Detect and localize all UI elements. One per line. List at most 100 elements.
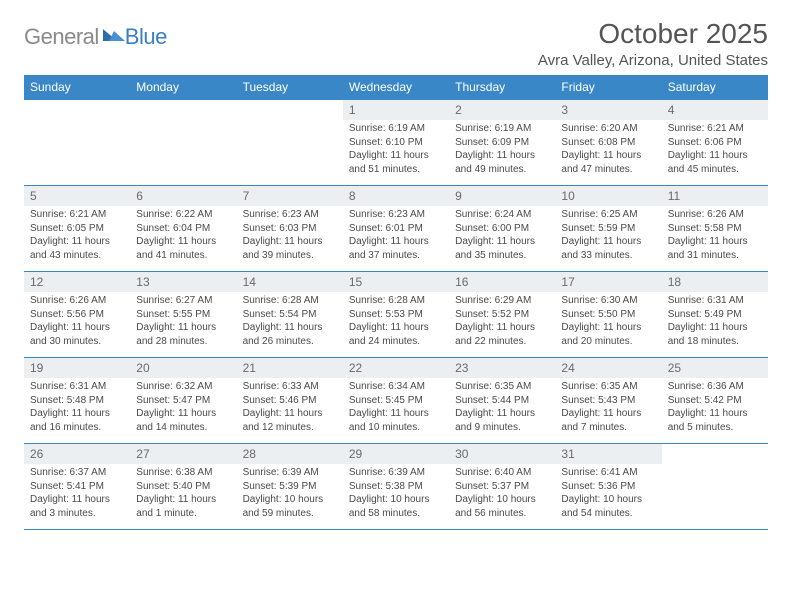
day-sr: Sunrise: 6:21 AM <box>30 208 124 222</box>
day-ss: Sunset: 6:04 PM <box>136 222 230 236</box>
day-number: 14 <box>237 272 343 292</box>
day-d2: and 33 minutes. <box>561 249 655 263</box>
calendar-cell: 5Sunrise: 6:21 AMSunset: 6:05 PMDaylight… <box>24 186 130 272</box>
day-d2: and 14 minutes. <box>136 421 230 435</box>
calendar-cell: 19Sunrise: 6:31 AMSunset: 5:48 PMDayligh… <box>24 358 130 444</box>
day-ss: Sunset: 5:48 PM <box>30 394 124 408</box>
day-header: Friday <box>555 75 661 100</box>
day-ss: Sunset: 5:44 PM <box>455 394 549 408</box>
day-data: Sunrise: 6:31 AMSunset: 5:48 PMDaylight:… <box>24 378 130 438</box>
calendar-cell: 15Sunrise: 6:28 AMSunset: 5:53 PMDayligh… <box>343 272 449 358</box>
calendar-cell: 12Sunrise: 6:26 AMSunset: 5:56 PMDayligh… <box>24 272 130 358</box>
day-d1: Daylight: 11 hours <box>30 407 124 421</box>
day-d2: and 10 minutes. <box>349 421 443 435</box>
day-d2: and 24 minutes. <box>349 335 443 349</box>
day-number: 30 <box>449 444 555 464</box>
day-d1: Daylight: 11 hours <box>455 149 549 163</box>
calendar-cell: 1Sunrise: 6:19 AMSunset: 6:10 PMDaylight… <box>343 100 449 186</box>
day-data: Sunrise: 6:28 AMSunset: 5:53 PMDaylight:… <box>343 292 449 352</box>
day-sr: Sunrise: 6:34 AM <box>349 380 443 394</box>
day-header-row: Sunday Monday Tuesday Wednesday Thursday… <box>24 75 768 100</box>
day-d2: and 3 minutes. <box>30 507 124 521</box>
day-d2: and 39 minutes. <box>243 249 337 263</box>
day-data: Sunrise: 6:34 AMSunset: 5:45 PMDaylight:… <box>343 378 449 438</box>
calendar-cell: 20Sunrise: 6:32 AMSunset: 5:47 PMDayligh… <box>130 358 236 444</box>
calendar-cell: 18Sunrise: 6:31 AMSunset: 5:49 PMDayligh… <box>662 272 768 358</box>
day-d1: Daylight: 11 hours <box>30 321 124 335</box>
calendar-cell: 8Sunrise: 6:23 AMSunset: 6:01 PMDaylight… <box>343 186 449 272</box>
day-number: 26 <box>24 444 130 464</box>
day-d2: and 30 minutes. <box>30 335 124 349</box>
day-sr: Sunrise: 6:24 AM <box>455 208 549 222</box>
day-number: 11 <box>662 186 768 206</box>
day-data: Sunrise: 6:19 AMSunset: 6:10 PMDaylight:… <box>343 120 449 180</box>
day-d2: and 31 minutes. <box>668 249 762 263</box>
day-data: Sunrise: 6:39 AMSunset: 5:38 PMDaylight:… <box>343 464 449 524</box>
day-d1: Daylight: 11 hours <box>349 407 443 421</box>
day-d2: and 35 minutes. <box>455 249 549 263</box>
day-d1: Daylight: 11 hours <box>668 149 762 163</box>
calendar-row: 1Sunrise: 6:19 AMSunset: 6:10 PMDaylight… <box>24 100 768 186</box>
day-sr: Sunrise: 6:39 AM <box>349 466 443 480</box>
day-data: Sunrise: 6:40 AMSunset: 5:37 PMDaylight:… <box>449 464 555 524</box>
day-d1: Daylight: 11 hours <box>349 235 443 249</box>
day-data: Sunrise: 6:23 AMSunset: 6:03 PMDaylight:… <box>237 206 343 266</box>
day-ss: Sunset: 5:59 PM <box>561 222 655 236</box>
day-d1: Daylight: 11 hours <box>349 149 443 163</box>
day-d1: Daylight: 11 hours <box>243 235 337 249</box>
header: General Blue October 2025 Avra Valley, A… <box>24 18 768 69</box>
day-ss: Sunset: 5:46 PM <box>243 394 337 408</box>
day-d1: Daylight: 11 hours <box>349 321 443 335</box>
day-ss: Sunset: 6:03 PM <box>243 222 337 236</box>
day-d2: and 5 minutes. <box>668 421 762 435</box>
day-number: 9 <box>449 186 555 206</box>
day-header: Wednesday <box>343 75 449 100</box>
day-d1: Daylight: 11 hours <box>136 321 230 335</box>
day-d2: and 45 minutes. <box>668 163 762 177</box>
day-sr: Sunrise: 6:41 AM <box>561 466 655 480</box>
day-data: Sunrise: 6:30 AMSunset: 5:50 PMDaylight:… <box>555 292 661 352</box>
day-sr: Sunrise: 6:23 AM <box>243 208 337 222</box>
day-d1: Daylight: 11 hours <box>561 235 655 249</box>
day-ss: Sunset: 6:06 PM <box>668 136 762 150</box>
day-d1: Daylight: 10 hours <box>561 493 655 507</box>
day-d2: and 56 minutes. <box>455 507 549 521</box>
day-d2: and 7 minutes. <box>561 421 655 435</box>
day-sr: Sunrise: 6:25 AM <box>561 208 655 222</box>
calendar-cell <box>130 100 236 186</box>
calendar-cell <box>662 444 768 530</box>
day-d2: and 37 minutes. <box>349 249 443 263</box>
day-sr: Sunrise: 6:20 AM <box>561 122 655 136</box>
logo-text-blue: Blue <box>125 24 167 50</box>
day-sr: Sunrise: 6:35 AM <box>455 380 549 394</box>
calendar-cell: 11Sunrise: 6:26 AMSunset: 5:58 PMDayligh… <box>662 186 768 272</box>
day-d2: and 49 minutes. <box>455 163 549 177</box>
day-data: Sunrise: 6:25 AMSunset: 5:59 PMDaylight:… <box>555 206 661 266</box>
day-data: Sunrise: 6:23 AMSunset: 6:01 PMDaylight:… <box>343 206 449 266</box>
day-number: 25 <box>662 358 768 378</box>
day-ss: Sunset: 5:42 PM <box>668 394 762 408</box>
day-d1: Daylight: 11 hours <box>136 493 230 507</box>
day-data: Sunrise: 6:24 AMSunset: 6:00 PMDaylight:… <box>449 206 555 266</box>
day-number: 17 <box>555 272 661 292</box>
logo: General Blue <box>24 24 167 50</box>
day-sr: Sunrise: 6:29 AM <box>455 294 549 308</box>
day-ss: Sunset: 5:53 PM <box>349 308 443 322</box>
day-d1: Daylight: 11 hours <box>455 235 549 249</box>
calendar-cell <box>24 100 130 186</box>
calendar-cell: 6Sunrise: 6:22 AMSunset: 6:04 PMDaylight… <box>130 186 236 272</box>
day-data: Sunrise: 6:29 AMSunset: 5:52 PMDaylight:… <box>449 292 555 352</box>
day-number: 7 <box>237 186 343 206</box>
day-d2: and 12 minutes. <box>243 421 337 435</box>
day-header: Monday <box>130 75 236 100</box>
day-number: 12 <box>24 272 130 292</box>
day-ss: Sunset: 5:36 PM <box>561 480 655 494</box>
day-sr: Sunrise: 6:38 AM <box>136 466 230 480</box>
day-header: Saturday <box>662 75 768 100</box>
day-ss: Sunset: 5:41 PM <box>30 480 124 494</box>
day-sr: Sunrise: 6:19 AM <box>455 122 549 136</box>
day-data: Sunrise: 6:20 AMSunset: 6:08 PMDaylight:… <box>555 120 661 180</box>
day-sr: Sunrise: 6:26 AM <box>30 294 124 308</box>
day-d2: and 51 minutes. <box>349 163 443 177</box>
calendar-cell: 22Sunrise: 6:34 AMSunset: 5:45 PMDayligh… <box>343 358 449 444</box>
